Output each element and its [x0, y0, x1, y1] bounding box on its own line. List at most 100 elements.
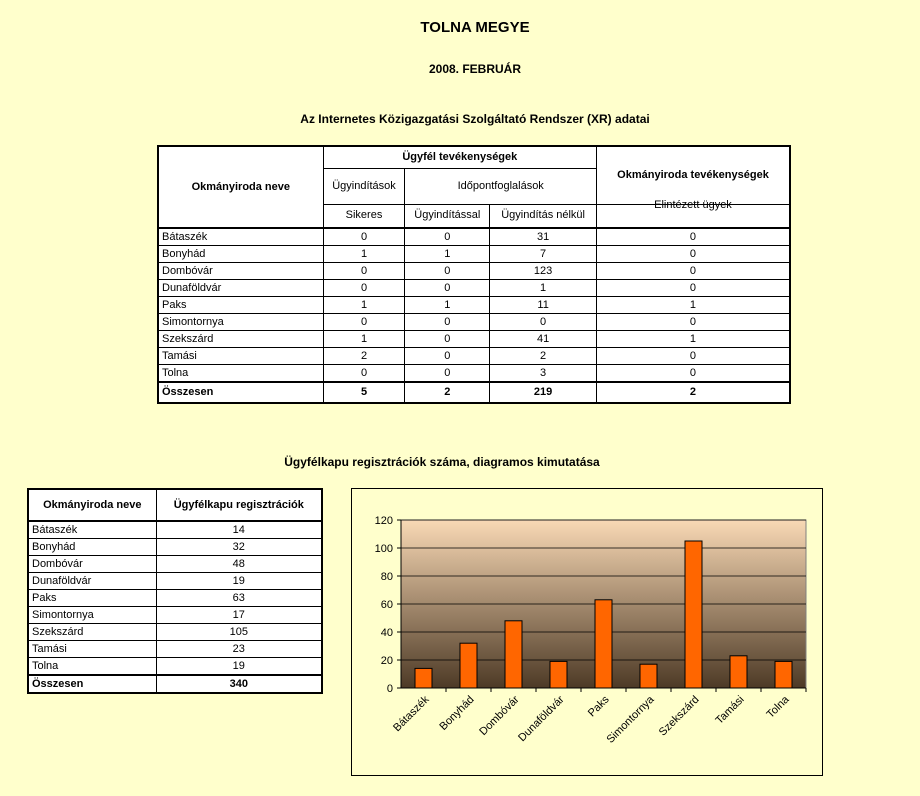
xr-cell-with-initiation: 0	[404, 227, 491, 246]
reg-cell-count: 14	[155, 520, 323, 539]
reg-cell-count: 48	[155, 555, 323, 573]
xr-cell-handled: 0	[595, 279, 791, 297]
chart-y-tick-label: 100	[375, 543, 393, 555]
xr-cell-with-initiation: 1	[404, 245, 491, 263]
xr-cell-without-initiation: 11	[489, 296, 597, 314]
reg-total-label: Összesen	[27, 674, 157, 693]
reg-row: Dunaföldvár 19	[27, 572, 323, 590]
chart-x-tick-label: Bonyhád	[437, 694, 476, 733]
chart-bar	[729, 655, 748, 689]
xr-cell-successful: 0	[322, 227, 406, 246]
period-subtitle: 2008. FEBRUÁR	[428, 62, 522, 76]
chart-x-tick-label: Tamási	[713, 694, 746, 727]
xr-total-without-initiation: 219	[489, 381, 597, 403]
xr-cell-successful: 0	[322, 262, 406, 280]
xr-cell-office: Szekszárd	[157, 330, 324, 348]
reg-cell-office: Bátaszék	[27, 520, 157, 539]
xr-row: Bonyhád 1 1 7 0	[157, 245, 791, 263]
xr-total-row: Összesen 5 2 219 2	[157, 381, 791, 403]
chart-x-tick-label: Dombóvár	[477, 693, 522, 738]
chart-x-tick-label: Bátaszék	[391, 693, 432, 734]
xr-cell-successful: 1	[322, 330, 406, 348]
xr-cell-with-initiation: 0	[404, 313, 491, 331]
chart-bar	[684, 540, 703, 689]
reg-row: Szekszárd 105	[27, 623, 323, 641]
xr-group-client-activities: Ügyfél tevékenységek	[322, 145, 597, 169]
xr-cell-without-initiation: 3	[489, 364, 597, 382]
xr-cell-office: Dunaföldvár	[157, 279, 324, 297]
chart-x-tick-label: Dunaföldvár	[516, 693, 567, 744]
chart-bar	[549, 660, 568, 689]
xr-sub-initiations: Ügyindítások	[322, 167, 406, 205]
chart-y-tick-label: 20	[381, 655, 393, 667]
chart-bar	[414, 667, 433, 689]
xr-cell-with-initiation: 0	[404, 347, 491, 365]
xr-cell-with-initiation: 1	[404, 296, 491, 314]
xr-total-successful: 5	[322, 381, 406, 403]
xr-row: Szekszárd 1 0 41 1	[157, 330, 791, 348]
reg-cell-office: Simontornya	[27, 606, 157, 624]
xr-cell-successful: 1	[322, 245, 406, 263]
xr-cell-office: Bonyhád	[157, 245, 324, 263]
reg-cell-office: Dunaföldvár	[27, 572, 157, 590]
chart-bar	[459, 642, 478, 689]
reg-col-office-name: Okmányiroda neve	[27, 489, 157, 522]
reg-cell-office: Szekszárd	[27, 623, 157, 641]
xr-cell-without-initiation: 1	[489, 279, 597, 297]
xr-cell-handled: 0	[595, 227, 791, 246]
xr-sub-appointments: Időpontfoglalások	[404, 167, 597, 205]
xr-row: Dombóvár 0 0 123 0	[157, 262, 791, 280]
reg-cell-office: Bonyhád	[27, 538, 157, 556]
xr-cell-successful: 2	[322, 347, 406, 365]
page-title: TOLNA MEGYE	[420, 19, 530, 36]
xr-cell-office: Paks	[157, 296, 324, 314]
xr-cell-successful: 1	[322, 296, 406, 314]
reg-cell-count: 17	[155, 606, 323, 624]
reg-cell-count: 32	[155, 538, 323, 556]
xr-cell-office: Tamási	[157, 347, 324, 365]
xr-cell-office: Bátaszék	[157, 227, 324, 246]
reg-row: Simontornya 17	[27, 606, 323, 624]
xr-data-table: Okmányiroda neve Ügyfél tevékenységek Ok…	[157, 145, 791, 404]
chart-y-tick-label: 60	[381, 599, 393, 611]
chart-x-tick-label: Simontornya	[604, 693, 657, 746]
reg-cell-count: 19	[155, 657, 323, 675]
chart-y-tick-label: 120	[375, 515, 393, 527]
reg-row: Bonyhád 32	[27, 538, 323, 556]
xr-cell-successful: 0	[322, 279, 406, 297]
xr-cell-handled: 0	[595, 262, 791, 280]
xr-row: Tolna 0 0 3 0	[157, 364, 791, 382]
registrations-table: Okmányiroda neve Ügyfélkapu regisztráció…	[27, 488, 323, 694]
xr-cell-without-initiation: 2	[489, 347, 597, 365]
chart-x-tick-label: Tolna	[765, 693, 793, 721]
reg-section-title: Ügyfélkapu regisztrációk száma, diagramo…	[284, 455, 600, 469]
reg-cell-office: Dombóvár	[27, 555, 157, 573]
xr-row: Dunaföldvár 0 0 1 0	[157, 279, 791, 297]
xr-cell-handled: 0	[595, 347, 791, 365]
xr-cell-without-initiation: 31	[489, 227, 597, 246]
chart-bar	[639, 663, 658, 689]
xr-cell-handled: 1	[595, 330, 791, 348]
xr-row: Paks 1 1 11 1	[157, 296, 791, 314]
xr-cell-without-initiation: 0	[489, 313, 597, 331]
xr-col-handled-cases: Elintézett ügyek	[595, 194, 791, 219]
chart-svg: 0 20 40 60 80 100 120 Bátaszék Bonyhád DombóvárD…	[375, 515, 807, 746]
xr-total-handled: 2	[595, 381, 791, 403]
xr-cell-handled: 0	[595, 245, 791, 263]
reg-total-row: Összesen 340	[27, 674, 323, 693]
xr-total-label: Összesen	[157, 381, 324, 403]
chart-y-tick-label: 80	[381, 571, 393, 583]
reg-cell-office: Tolna	[27, 657, 157, 675]
xr-cell-handled: 0	[595, 313, 791, 331]
registrations-bar-chart: 0 20 40 60 80 100 120 Bátaszék Bonyhád Dombóvár D…	[351, 488, 823, 776]
xr-cell-without-initiation: 41	[489, 330, 597, 348]
xr-row: Simontornya 0 0 0 0	[157, 313, 791, 331]
reg-cell-count: 63	[155, 589, 323, 607]
xr-section-title: Az Internetes Közigazgatási Szolgáltató …	[300, 112, 650, 126]
xr-cell-successful: 0	[322, 364, 406, 382]
chart-y-tick-label: 0	[387, 683, 393, 695]
chart-x-tick-label: Paks	[586, 693, 612, 719]
xr-cell-office: Dombóvár	[157, 262, 324, 280]
reg-row: Bátaszék 14	[27, 520, 323, 539]
